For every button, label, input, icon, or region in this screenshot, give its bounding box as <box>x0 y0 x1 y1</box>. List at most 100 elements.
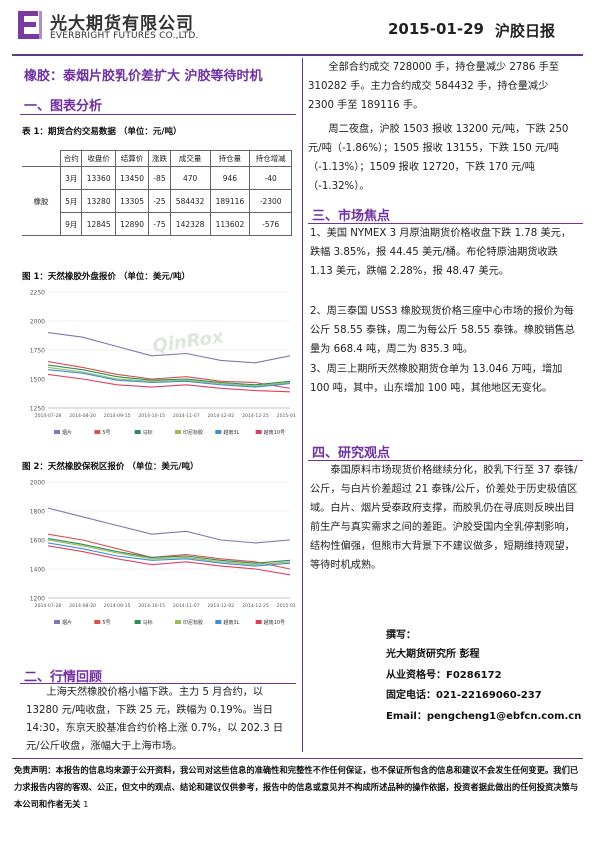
fig2-caption: 图 2：天然橡胶保税区报价 （单位：美元/吨） <box>22 462 199 472</box>
report-headline: 橡胶：泰烟片胶乳价差扩大 沪胶等待时机 <box>24 69 263 84</box>
section-title-charts: 一、图表分析 <box>24 99 103 114</box>
legend-label: 印尼标胶 <box>183 429 203 436</box>
table-header-cell: 结算价 <box>114 150 150 167</box>
table-header-cell: 成交量 <box>169 150 211 167</box>
table-cell: 584432 <box>169 189 211 213</box>
x-tick-label: 2014-07-28 <box>35 413 62 419</box>
legend-swatch <box>134 620 141 624</box>
author-license: 从业资格号：F0286172 <box>386 670 502 681</box>
table-cell: 9月 <box>59 212 83 236</box>
table-cell: 5月 <box>59 189 83 213</box>
table-cell: -85 <box>148 166 171 190</box>
series-line <box>47 364 291 386</box>
series-line <box>47 366 291 387</box>
page-number: 1 <box>83 800 89 809</box>
table-cell: 946 <box>209 166 251 190</box>
table-row: 9月 12845 12890 -75 142328 113602 -576 <box>22 212 292 236</box>
series-line <box>47 369 291 388</box>
y-tick-label: 1800 <box>30 509 45 516</box>
legend-label: 5号 <box>102 620 110 626</box>
table-cell: 3月 <box>59 166 83 190</box>
x-tick-label: 2015-01-21 <box>277 413 296 419</box>
column-divider <box>302 58 303 752</box>
legend-swatch <box>255 620 262 624</box>
review-paragraph-3: 周二夜盘，沪胶 1503 报收 13200 元/吨，下跌 250 元/吨（-1.… <box>308 124 569 192</box>
section-title-focus: 三、市场焦点 <box>312 209 391 224</box>
legend-label: 马标 <box>143 619 153 626</box>
x-tick-label: 2014-12-02 <box>208 603 235 609</box>
y-tick-label: 2000 <box>30 319 45 326</box>
table-row-label: 橡胶 <box>22 166 61 236</box>
disclaimer-body: 免责声明：本报告的信息均来源于公开资料，我公司对这些信息的准确性和完整性不作任何… <box>14 765 579 809</box>
table-cell: -2300 <box>249 189 292 213</box>
x-tick-label: 2014-11-07 <box>173 603 200 609</box>
x-tick-label: 2014-12-25 <box>242 413 269 419</box>
x-tick-label: 2015-01-21 <box>277 603 296 609</box>
company-name-cn: 光大期货有限公司 <box>50 14 194 34</box>
y-tick-label: 1500 <box>30 377 45 384</box>
legend-swatch <box>134 430 141 434</box>
legend-label: 越南3L <box>223 429 239 436</box>
series-line <box>47 332 291 364</box>
table-row: 橡胶 3月 13360 13450 -85 470 946 -40 <box>22 166 292 236</box>
company-name-en: EVERBRIGHT FUTURES CO.,LTD. <box>50 31 199 41</box>
y-tick-label: 2250 <box>30 290 45 297</box>
table-header-cell: 涨跌 <box>148 150 171 167</box>
table-header-cell: 持仓增减 <box>249 150 292 167</box>
legend-label: 越南10号 <box>264 429 285 436</box>
fig1-caption: 图 1：天然橡胶外盘报价 （单位：美元/吨） <box>22 272 190 282</box>
legend-label: 印尼标胶 <box>183 619 203 626</box>
legend-swatch <box>54 430 60 434</box>
legend-swatch <box>94 620 101 624</box>
x-tick-label: 2014-08-20 <box>69 603 96 609</box>
table-cell: 113602 <box>209 212 251 236</box>
section-underline <box>20 683 296 684</box>
section-title-view: 四、研究观点 <box>312 446 391 461</box>
table-cell: 13360 <box>81 166 116 190</box>
table-header-empty <box>22 150 61 167</box>
table-cell: -75 <box>148 212 171 236</box>
series-line <box>47 533 291 570</box>
table-header-cell: 收盘价 <box>81 150 116 167</box>
section-underline <box>308 223 583 224</box>
author-label: 撰写： <box>386 630 416 641</box>
y-tick-label: 2000 <box>30 480 45 487</box>
table-cell: 13450 <box>114 166 150 190</box>
series-line <box>47 507 291 544</box>
y-tick-label: 1400 <box>30 567 45 574</box>
legend-swatch <box>94 430 101 434</box>
x-tick-label: 2014-11-07 <box>173 413 200 419</box>
everbright-logo-icon <box>14 8 44 42</box>
table-cell: 13305 <box>114 189 150 213</box>
y-tick-label: 1750 <box>30 348 45 355</box>
y-tick-label: 1250 <box>30 406 45 413</box>
table-header-row: 合约 收盘价 结算价 涨跌 成交量 持仓量 持仓增减 <box>22 150 292 167</box>
table-cell: 13280 <box>81 189 116 213</box>
x-tick-label: 2014-08-20 <box>69 413 96 419</box>
review-paragraph-2: 全部合约成交 728000 手，持仓量减少 2786 手至 310282 手。主… <box>308 62 559 111</box>
series-line <box>47 539 291 566</box>
series-line <box>47 361 291 389</box>
table-row: 5月 13280 13305 -25 584432 189116 -2300 <box>22 189 292 213</box>
x-tick-label: 2014-12-02 <box>208 413 235 419</box>
view-paragraph: 泰国原料市场现货价格继续分化，胶乳下行至 37 泰铢/公斤，与白片价差超过 21… <box>310 465 578 571</box>
table1-caption: 表 1：期货合约交易数据 （单位：元/吨） <box>22 127 182 137</box>
author-phone: 固定电话：021-22169060-237 <box>386 690 542 701</box>
x-tick-label: 2014-07-28 <box>35 603 62 609</box>
x-tick-label: 2014-09-15 <box>104 413 131 419</box>
legend-swatch <box>175 430 181 434</box>
section-title-review: 二、行情回顾 <box>24 670 103 685</box>
y-tick-label: 1600 <box>30 538 45 545</box>
section-underline <box>20 114 296 115</box>
legend-swatch <box>175 620 181 624</box>
x-tick-label: 2014-10-15 <box>138 603 165 609</box>
review-paragraph-1: 上海天然橡胶价格小幅下跌。主力 5 月合约，以 13280 元/吨收盘，下跌 2… <box>26 687 284 752</box>
futures-table: 合约 收盘价 结算价 涨跌 成交量 持仓量 持仓增减 橡胶 3月 13360 1… <box>22 150 292 236</box>
table-header-cell: 持仓量 <box>209 150 251 167</box>
legend-swatch <box>215 620 222 624</box>
legend-label: 烟片 <box>62 429 72 436</box>
author-email[interactable]: Email：pengcheng1@ebfcn.com.cn <box>386 711 582 722</box>
report-type: 沪胶日报 <box>495 22 556 40</box>
